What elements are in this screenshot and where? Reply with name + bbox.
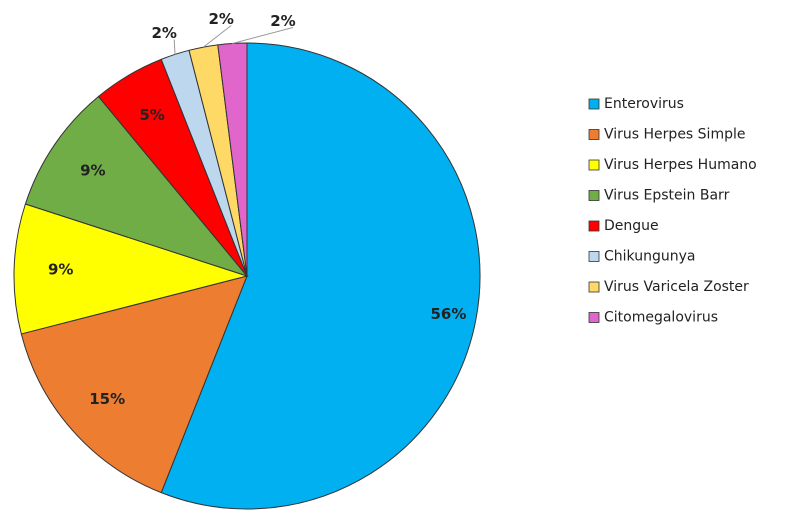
data-label: 15% bbox=[89, 390, 125, 408]
legend-label: Virus Herpes Humano bbox=[604, 157, 757, 173]
data-label: 9% bbox=[80, 162, 105, 180]
data-label: 9% bbox=[48, 261, 73, 279]
pie-slice bbox=[217, 42, 248, 277]
data-label: 5% bbox=[139, 106, 164, 124]
data-label: 56% bbox=[430, 305, 466, 323]
legend-label: Chikungunya bbox=[604, 249, 695, 265]
leader-line bbox=[173, 39, 176, 55]
data-label: 2% bbox=[208, 10, 233, 28]
pie-slice bbox=[24, 95, 249, 278]
leader-line bbox=[203, 25, 232, 48]
legend-label: Virus Varicela Zoster bbox=[604, 279, 749, 295]
legend-swatch bbox=[588, 281, 600, 293]
legend-swatch bbox=[588, 190, 600, 201]
legend-label: Virus Herpes Simple bbox=[604, 127, 745, 143]
legend-swatch bbox=[588, 129, 600, 140]
legend-swatch bbox=[588, 98, 600, 110]
data-label: 2% bbox=[270, 12, 295, 30]
legend-label: Enterovirus bbox=[604, 96, 684, 112]
legend-label: Citomegalovirus bbox=[604, 310, 718, 326]
pie-slice bbox=[160, 42, 481, 510]
legend-label: Virus Epstein Barr bbox=[604, 188, 730, 204]
legend-swatch bbox=[588, 159, 600, 171]
data-label: 2% bbox=[151, 24, 176, 42]
legend-label: Dengue bbox=[604, 218, 659, 234]
pie-slice bbox=[13, 203, 249, 335]
pie-slice bbox=[20, 275, 248, 494]
legend-swatch bbox=[588, 312, 600, 323]
legend-swatch bbox=[588, 220, 600, 232]
legend-swatch bbox=[588, 251, 600, 262]
leader-line bbox=[232, 27, 294, 44]
